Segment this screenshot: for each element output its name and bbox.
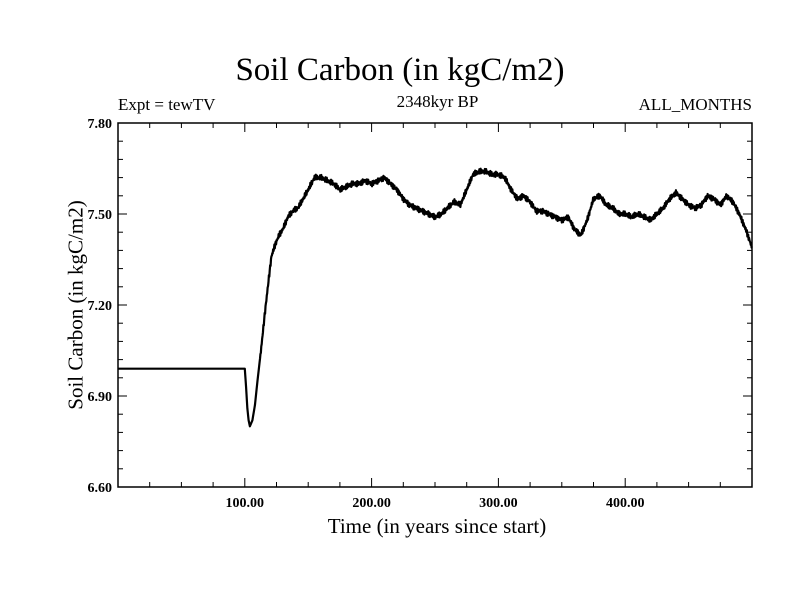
- months-label: ALL_MONTHS: [638, 95, 752, 114]
- y-axis-label: Soil Carbon (in kgC/m2): [63, 200, 88, 410]
- y-tick-label: 6.90: [88, 390, 113, 405]
- y-tick-label: 6.60: [88, 481, 113, 496]
- x-axis-label: Time (in years since start): [327, 514, 547, 538]
- y-tick-label: 7.20: [88, 299, 113, 314]
- chart-title: Soil Carbon (in kgC/m2): [235, 52, 565, 88]
- x-tick-label: 400.00: [606, 496, 645, 511]
- x-tick-label: 100.00: [226, 496, 265, 511]
- series-line-soil-carbon: [118, 167, 753, 428]
- x-tick-label: 200.00: [352, 496, 391, 511]
- plot-frame: [117, 122, 753, 488]
- x-tick-label: 300.00: [479, 496, 518, 511]
- experiment-label: Expt = tewTV: [118, 95, 216, 114]
- y-tick-label: 7.80: [88, 117, 113, 132]
- period-label: 2348kyr BP: [396, 92, 479, 111]
- y-tick-label: 7.50: [88, 208, 113, 223]
